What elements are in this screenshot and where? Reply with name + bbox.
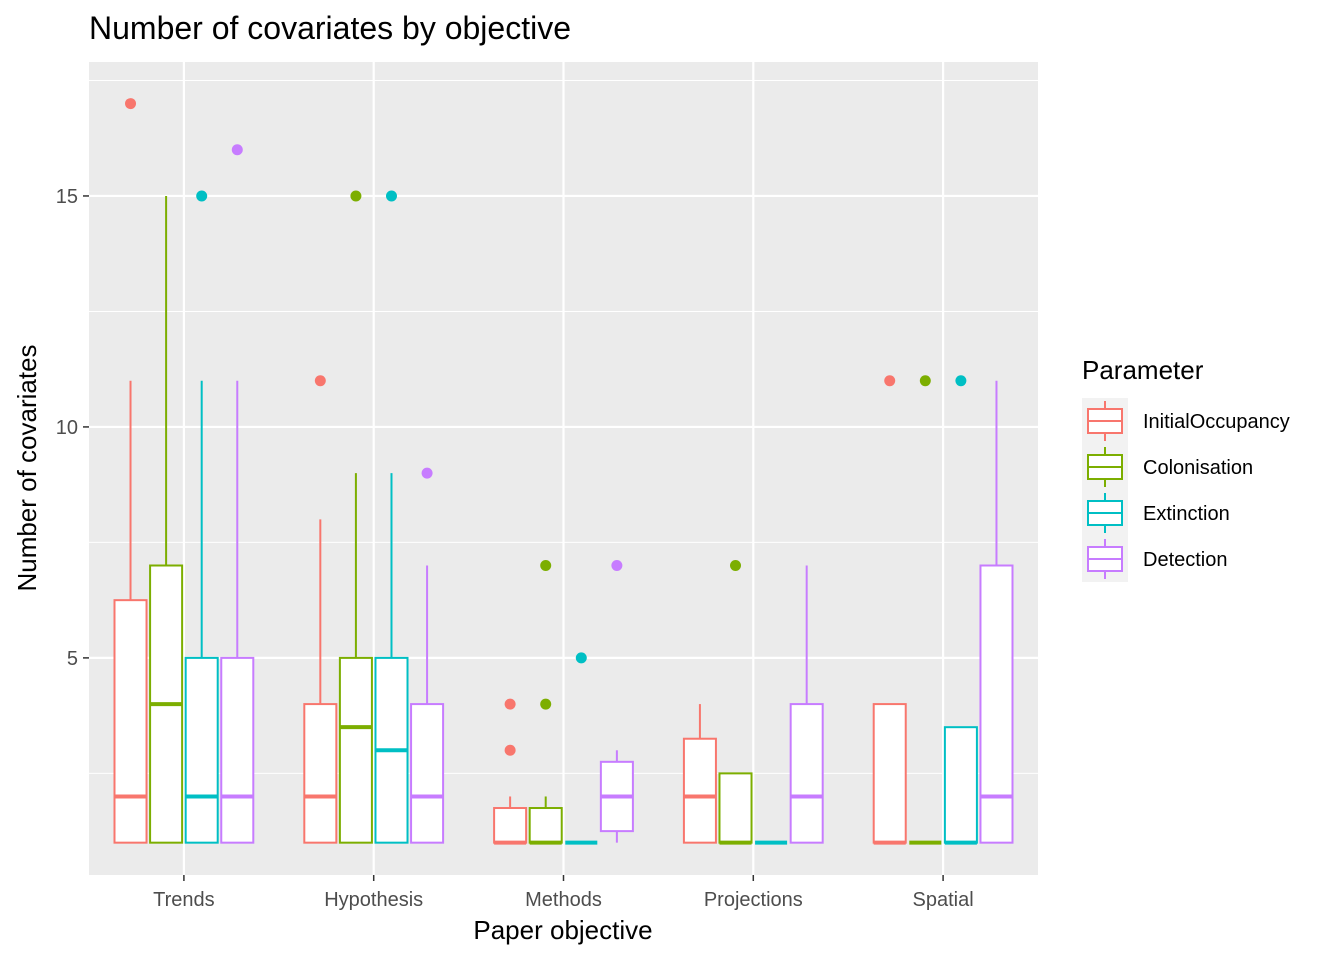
- legend-label: Colonisation: [1143, 457, 1253, 479]
- box-detection-trends: [220, 144, 255, 844]
- box-initialoccupancy-spatial: [872, 375, 907, 845]
- outlier-point: [196, 190, 208, 202]
- outlier-point: [350, 190, 362, 202]
- outlier-point: [575, 652, 587, 664]
- x-tick-label: Hypothesis: [324, 889, 423, 911]
- x-tick-label: Projections: [704, 889, 803, 911]
- box-iqr: [410, 703, 445, 844]
- box-initialoccupancy-trends: [113, 98, 148, 844]
- x-axis: Trends Hypothesis Methods Projections Spatia…: [153, 875, 974, 911]
- box-group: [113, 98, 1014, 845]
- box-iqr: [493, 807, 528, 844]
- outlier-point: [314, 375, 326, 387]
- box-iqr: [528, 807, 563, 844]
- box-detection-hypothesis: [410, 467, 445, 844]
- y-axis: 5 10 15: [56, 186, 89, 670]
- y-tick-label: 10: [56, 417, 78, 439]
- x-axis-title: Paper objective: [473, 915, 652, 945]
- box-colonisation-hypothesis: [338, 190, 373, 844]
- box-initialoccupancy-projections: [682, 704, 717, 844]
- outlier-point: [231, 144, 243, 156]
- outlier-point: [504, 744, 516, 756]
- legend-item-initialoccupancy: InitialOccupancy: [1087, 401, 1290, 441]
- box-iqr: [789, 703, 824, 844]
- legend-title: Parameter: [1082, 355, 1204, 385]
- box-detection-projections: [789, 565, 824, 844]
- legend-label: Extinction: [1143, 503, 1230, 525]
- outlier-point: [504, 698, 516, 710]
- y-axis-title: Number of covariates: [12, 344, 42, 591]
- box-detection-spatial: [979, 380, 1014, 844]
- box-iqr: [943, 726, 978, 844]
- box-colonisation-methods: [528, 560, 563, 845]
- outlier-point: [884, 375, 896, 387]
- box-initialoccupancy-methods: [493, 698, 528, 845]
- legend: Parameter InitialOccupancy Colonisation Ex…: [1082, 355, 1290, 582]
- box-extinction-methods: [565, 652, 598, 845]
- outlier-point: [730, 560, 742, 572]
- box-colonisation-spatial: [909, 375, 942, 845]
- box-iqr: [303, 703, 338, 844]
- box-iqr: [718, 772, 753, 844]
- outlier-point: [385, 190, 397, 202]
- box-iqr: [184, 656, 219, 844]
- outlier-point: [611, 560, 623, 572]
- outlier-point: [919, 375, 931, 387]
- outlier-point: [955, 375, 967, 387]
- box-iqr: [682, 737, 717, 844]
- chart-title: Number of covariates by objective: [89, 10, 571, 46]
- box-colonisation-trends: [149, 195, 184, 844]
- legend-item-extinction: Extinction: [1087, 493, 1230, 533]
- box-initialoccupancy-hypothesis: [303, 375, 338, 844]
- legend-label: InitialOccupancy: [1143, 411, 1290, 433]
- outlier-point: [421, 467, 433, 479]
- y-tick-label: 5: [67, 648, 78, 670]
- box-iqr: [979, 564, 1014, 844]
- grid-major: [89, 62, 1038, 875]
- x-tick-label: Spatial: [913, 889, 974, 911]
- x-tick-label: Methods: [525, 889, 602, 911]
- box-detection-methods: [599, 560, 634, 843]
- box-iqr: [338, 656, 373, 844]
- outlier-point: [125, 98, 137, 110]
- outlier-point: [540, 560, 552, 572]
- box-iqr: [113, 599, 148, 844]
- x-tick-label: Trends: [153, 889, 215, 911]
- box-extinction-hypothesis: [374, 190, 409, 844]
- outlier-point: [540, 698, 552, 710]
- box-colonisation-projections: [718, 560, 753, 845]
- legend-label: Detection: [1143, 549, 1228, 571]
- box-iqr: [872, 703, 907, 844]
- box-iqr: [220, 656, 255, 844]
- legend-item-detection: Detection: [1087, 539, 1228, 579]
- y-tick-label: 15: [56, 186, 78, 208]
- box-extinction-spatial: [943, 375, 978, 845]
- legend-item-colonisation: Colonisation: [1087, 447, 1253, 487]
- box-extinction-trends: [184, 190, 219, 844]
